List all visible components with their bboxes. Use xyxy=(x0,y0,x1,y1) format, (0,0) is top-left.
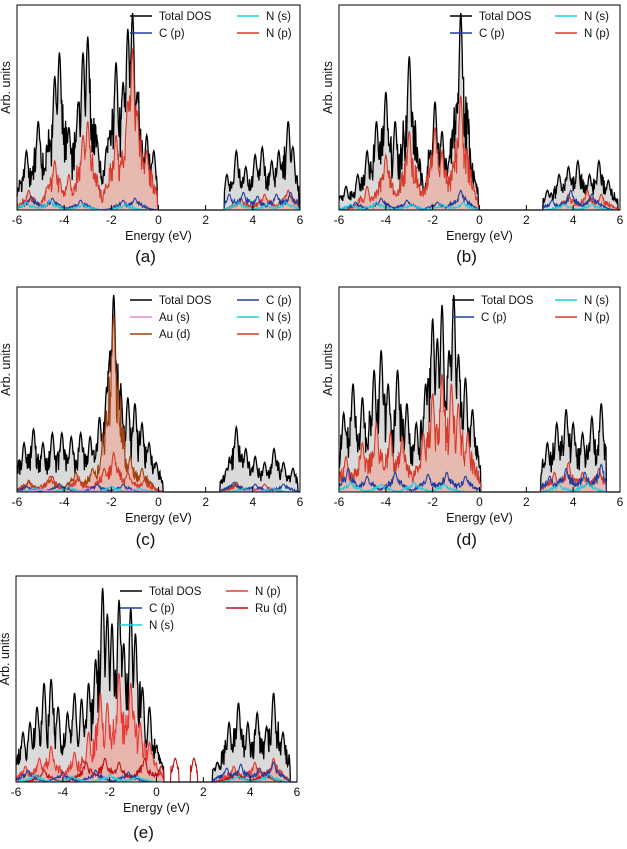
y-axis-label: Arb. units xyxy=(0,633,12,686)
x-axis-label: Energy (eV) xyxy=(446,511,513,525)
x-tick-label: 2 xyxy=(523,213,530,227)
x-axis-label: Energy (eV) xyxy=(125,511,192,525)
series-line-Total DOS xyxy=(15,587,297,783)
y-axis-label: Arb. units xyxy=(0,343,13,396)
legend-entry: C (p) xyxy=(159,28,185,40)
legend-entry: N (p) xyxy=(266,28,292,40)
series-fill-N (p) xyxy=(17,48,300,210)
x-tick-label: -4 xyxy=(380,213,391,227)
legend-entry: Total DOS xyxy=(479,11,532,23)
legend-entry: Total DOS xyxy=(159,11,212,23)
legend-entry: N (p) xyxy=(584,28,610,40)
legend-entry: Ru (d) xyxy=(255,603,287,615)
x-tick-label: 6 xyxy=(617,495,624,509)
panel-label: (e) xyxy=(133,823,154,842)
x-tick-label: -2 xyxy=(104,785,115,799)
x-tick-label: 2 xyxy=(202,213,209,227)
y-axis-label: Arb. units xyxy=(321,343,335,396)
legend-entry: N (p) xyxy=(584,312,610,324)
x-tick-label: 2 xyxy=(200,785,207,799)
x-tick-label: 6 xyxy=(297,213,304,227)
legend-entry: N (p) xyxy=(255,586,281,598)
series-fill-Total DOS xyxy=(16,588,297,782)
legend-entry: C (p) xyxy=(149,603,175,615)
chart-panel-c: -6 -4 -2 0 2 4 6 Energy (eV) Arb. units (c) Total … xyxy=(0,286,304,549)
chart-panel-d: -6 -4 -2 0 2 4 6 Energy (eV) Arb. units (d) Total … xyxy=(321,286,624,549)
legend-entry: N (s) xyxy=(149,620,174,632)
x-tick-label: 0 xyxy=(155,213,162,227)
x-tick-label: -2 xyxy=(106,495,117,509)
x-tick-label: 4 xyxy=(570,213,577,227)
x-tick-label: -4 xyxy=(380,495,391,509)
legend-entry: Total DOS xyxy=(481,295,534,307)
x-tick-label: -6 xyxy=(334,495,345,509)
x-tick-label: 2 xyxy=(523,495,530,509)
x-axis-label: Energy (eV) xyxy=(446,229,513,243)
x-tick-label: 4 xyxy=(570,495,577,509)
x-tick-label: 0 xyxy=(155,495,162,509)
panel-label: (c) xyxy=(136,530,156,549)
x-tick-label: 6 xyxy=(294,785,301,799)
series-line-N (p) xyxy=(15,672,297,783)
x-tick-label: -2 xyxy=(427,213,438,227)
legend-entry: C (p) xyxy=(479,28,505,40)
x-tick-label: 6 xyxy=(617,213,624,227)
y-axis-label: Arb. units xyxy=(321,61,335,114)
x-tick-label: -4 xyxy=(57,785,68,799)
x-tick-label: 0 xyxy=(476,213,483,227)
x-tick-label: 2 xyxy=(202,495,209,509)
legend-entry: Au (s) xyxy=(159,312,190,324)
legend-entry: N (s) xyxy=(584,11,609,23)
x-tick-label: -2 xyxy=(427,495,438,509)
series-line-Total DOS xyxy=(338,294,620,493)
x-tick-label: 0 xyxy=(476,495,483,509)
chart-panel-a: -6 -4 -2 0 2 4 6 Energy (eV) Arb. units (a) Total … xyxy=(0,4,304,266)
chart-panel-e: -6 -4 -2 0 2 4 6 Energy (eV) Arb. units (e) Total … xyxy=(0,575,301,842)
x-tick-label: -6 xyxy=(12,495,23,509)
x-axis-label: Energy (eV) xyxy=(125,229,192,243)
x-tick-label: 4 xyxy=(247,785,254,799)
legend-entry: C (p) xyxy=(266,295,292,307)
x-tick-label: 4 xyxy=(249,495,256,509)
x-tick-label: -2 xyxy=(106,213,117,227)
x-tick-label: -6 xyxy=(11,785,22,799)
x-tick-label: -4 xyxy=(59,495,70,509)
x-tick-label: 6 xyxy=(297,495,304,509)
legend-entry: N (s) xyxy=(266,11,291,23)
legend-entry: N (s) xyxy=(584,295,609,307)
panel-label: (b) xyxy=(456,247,477,266)
panel-label: (a) xyxy=(135,247,156,266)
legend-entry: N (s) xyxy=(266,312,291,324)
legend-entry: Total DOS xyxy=(159,295,212,307)
x-axis-label: Energy (eV) xyxy=(123,801,190,815)
x-tick-label: -4 xyxy=(59,213,70,227)
series-fill-N (p) xyxy=(339,95,620,210)
x-tick-label: -6 xyxy=(334,213,345,227)
x-tick-label: 0 xyxy=(153,785,160,799)
legend-entry: C (p) xyxy=(481,312,507,324)
legend-entry: N (p) xyxy=(266,329,292,341)
series-fill-Total DOS xyxy=(17,295,300,492)
x-tick-label: -6 xyxy=(12,213,23,227)
y-axis-label: Arb. units xyxy=(0,61,13,114)
series-line-Total DOS xyxy=(16,294,300,493)
legend-entry: Total DOS xyxy=(149,586,202,598)
panel-label: (d) xyxy=(456,530,477,549)
x-tick-label: 4 xyxy=(249,213,256,227)
legend-entry: Au (d) xyxy=(159,329,190,341)
series-fill-N (p) xyxy=(339,373,620,492)
chart-panel-b: -6 -4 -2 0 2 4 6 Energy (eV) Arb. units (b) Total … xyxy=(321,4,624,266)
